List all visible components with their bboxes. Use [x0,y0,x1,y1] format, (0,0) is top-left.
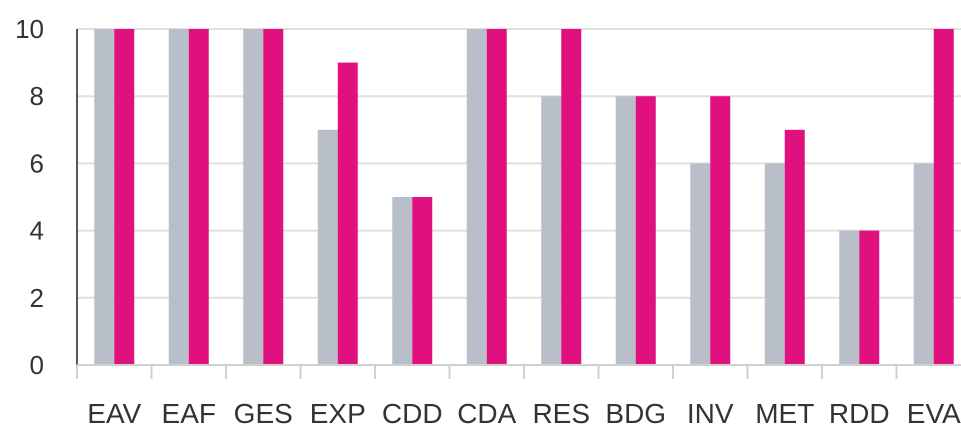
bar [168,29,189,365]
bar [188,29,209,365]
x-tick-label: EVA [907,398,961,429]
y-tick-label: 6 [30,148,44,178]
bar [635,96,656,365]
bar [933,29,954,365]
bar [690,163,711,365]
x-tick-label: CDD [382,398,443,429]
y-tick-label: 2 [30,283,44,313]
bar [94,29,115,365]
bar [317,129,338,365]
bar [392,197,413,365]
bar [784,129,805,365]
x-tick-labels: EAV EAF GES EXP CDD CDA RES BDG INV MET RDD EVA [87,398,961,429]
y-tick-label: 8 [30,81,44,111]
x-tick-label: MET [755,398,814,429]
bar [764,163,785,365]
bar [839,230,860,365]
bar [541,96,562,365]
y-tick-label: 0 [30,350,44,380]
grid-lines [77,28,961,299]
bar [561,29,582,365]
bar [243,29,264,365]
x-tick-label: EAF [162,398,216,429]
axes [76,29,961,379]
x-tick-label: EAV [87,398,141,429]
x-tick-label: GES [234,398,293,429]
x-tick-label: CDA [457,398,516,429]
bar [913,163,934,365]
bar [710,96,731,365]
y-tick-label: 4 [30,216,44,246]
y-tick-label: 10 [15,14,44,44]
bar [114,29,135,365]
bar [859,230,880,365]
bar [486,29,507,365]
bars [94,29,954,365]
bar [615,96,636,365]
bar [337,62,358,365]
y-tick-labels: 0 2 4 6 8 10 [15,14,44,380]
bar [466,29,487,365]
x-tick-label: EXP [310,398,366,429]
x-tick-label: BDG [605,398,666,429]
x-tick-label: RDD [829,398,890,429]
bar [412,197,433,365]
x-tick-label: RES [532,398,590,429]
x-tick-label: INV [687,398,734,429]
bar [263,29,284,365]
